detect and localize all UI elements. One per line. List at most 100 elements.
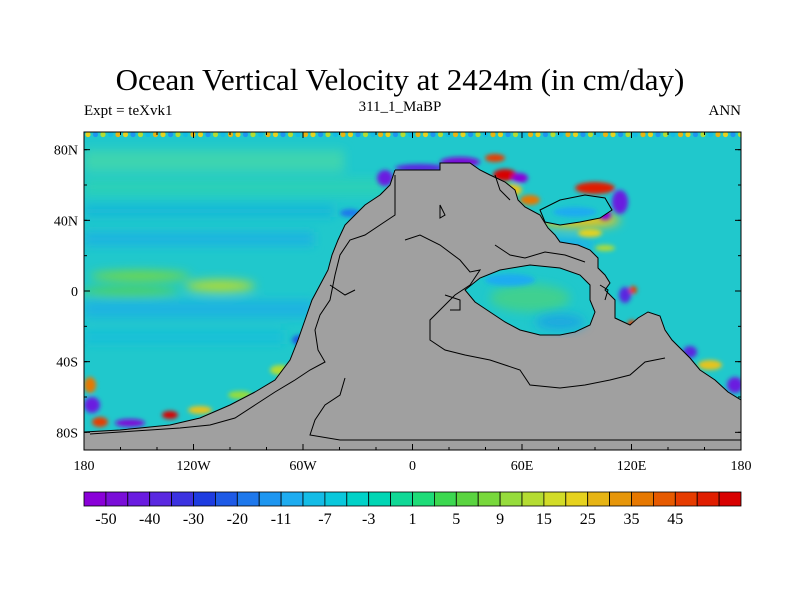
colorbar-swatch [105, 491, 129, 507]
colorbar-swatch [696, 491, 720, 507]
arctic-cell [617, 132, 624, 138]
arctic-cell [625, 132, 631, 138]
arctic-cell [437, 132, 444, 138]
colorbar-swatch [477, 491, 501, 507]
x-axis: 180 120W 60W 0 60E 120E 180 [74, 132, 752, 474]
colorbar-swatch [171, 491, 194, 507]
colorbar-swatch [390, 491, 413, 507]
x-tick-label: 60W [289, 459, 317, 474]
arctic-cell [445, 132, 451, 138]
arctic-cell [595, 132, 601, 138]
arctic-cell [137, 132, 144, 138]
colorbar-swatch [214, 491, 238, 507]
arctic-cell [242, 132, 249, 138]
arctic-cell [212, 132, 219, 138]
arctic-cell [640, 132, 646, 138]
arctic-cell [692, 132, 699, 138]
arctic-cell [130, 132, 136, 138]
arctic-cell [572, 132, 579, 138]
arctic-cell [737, 132, 741, 138]
arctic-cell [257, 132, 264, 138]
colorbar-label: -50 [95, 511, 116, 528]
arctic-cell [550, 132, 556, 138]
colorbar-swatch [302, 491, 326, 507]
colorbar-swatch [127, 491, 151, 507]
colorbar-swatch [565, 491, 589, 507]
colorbar [83, 491, 742, 507]
arctic-cell [535, 132, 541, 138]
colorbar-swatch [543, 491, 567, 507]
x-tick-label: 120W [176, 459, 211, 474]
arctic-cell [730, 132, 736, 138]
colorbar-swatch [433, 491, 457, 507]
arctic-cell [557, 132, 564, 138]
arctic-cell [340, 132, 346, 138]
arctic-cell [662, 132, 669, 138]
y-tick-label: 40S [56, 356, 78, 371]
arctic-cell [197, 132, 204, 138]
arctic-cell [272, 132, 279, 138]
colorbar-swatch [346, 491, 370, 507]
arctic-cell [182, 132, 189, 138]
arctic-cell [685, 132, 691, 138]
arctic-cell [655, 132, 661, 138]
arctic-cell [722, 132, 729, 138]
colorbar-swatch [236, 491, 260, 507]
arctic-cell [415, 132, 421, 138]
arctic-cell [647, 132, 654, 138]
colorbar-label: -40 [139, 511, 160, 528]
colorbar-label: 35 [624, 511, 640, 528]
arctic-cell [280, 132, 286, 138]
colorbar-swatch [653, 491, 676, 507]
experiment-label: Expt = teXvk1 [84, 103, 173, 119]
arctic-cell [580, 132, 586, 138]
arctic-cell [467, 132, 474, 138]
colorbar-swatch [631, 491, 654, 507]
arctic-cell [430, 132, 436, 138]
arctic-cell [100, 132, 106, 138]
colorbar-swatch [258, 491, 282, 507]
arctic-cell [670, 132, 676, 138]
y-tick-label: 40N [54, 214, 78, 229]
chart-title: Ocean Vertical Velocity at 2424m (in cm/… [115, 62, 685, 97]
colorbar-labels: -50 -40 -30 -20 -11 -7 -3 1 5 9 15 25 35 45 [95, 511, 683, 528]
arctic-cell [370, 132, 376, 138]
period-label: 311_1_MaBP [358, 99, 442, 115]
colorbar-label: 5 [452, 511, 460, 528]
colorbar-label: 25 [580, 511, 596, 528]
arctic-cell [122, 132, 129, 138]
colorbar-label: -7 [318, 511, 331, 528]
arctic-boundary-row [85, 132, 741, 138]
arctic-cell [512, 132, 519, 138]
arctic-cell [355, 132, 361, 138]
arctic-cell [107, 132, 114, 138]
arctic-cell [587, 132, 594, 138]
colorbar-swatch [83, 491, 107, 507]
arctic-cell [490, 132, 496, 138]
arctic-cell [602, 132, 609, 138]
colorbar-label: -30 [183, 511, 204, 528]
colorbar-swatch [674, 491, 698, 507]
season-label: ANN [708, 103, 742, 119]
colorbar-label: -11 [271, 511, 292, 528]
y-axis: 80N 40N 0 40S 80S [54, 144, 741, 441]
arctic-cell [377, 132, 384, 138]
arctic-cell [235, 132, 241, 138]
colorbar-swatch [499, 491, 523, 507]
colorbar-label: 9 [496, 511, 504, 528]
colorbar-label: 1 [409, 511, 417, 528]
colorbar-label: -20 [227, 511, 248, 528]
arctic-cell [175, 132, 181, 138]
arctic-cell [475, 132, 481, 138]
arctic-cell [115, 132, 121, 138]
land-mask [84, 163, 741, 450]
arctic-cell [632, 132, 639, 138]
arctic-cell [542, 132, 549, 138]
colorbar-swatch [455, 491, 479, 507]
arctic-cell [362, 132, 369, 138]
arctic-cell [317, 132, 324, 138]
inner-sea [465, 265, 595, 335]
arctic-cell [220, 132, 226, 138]
y-tick-label: 80S [56, 426, 78, 441]
